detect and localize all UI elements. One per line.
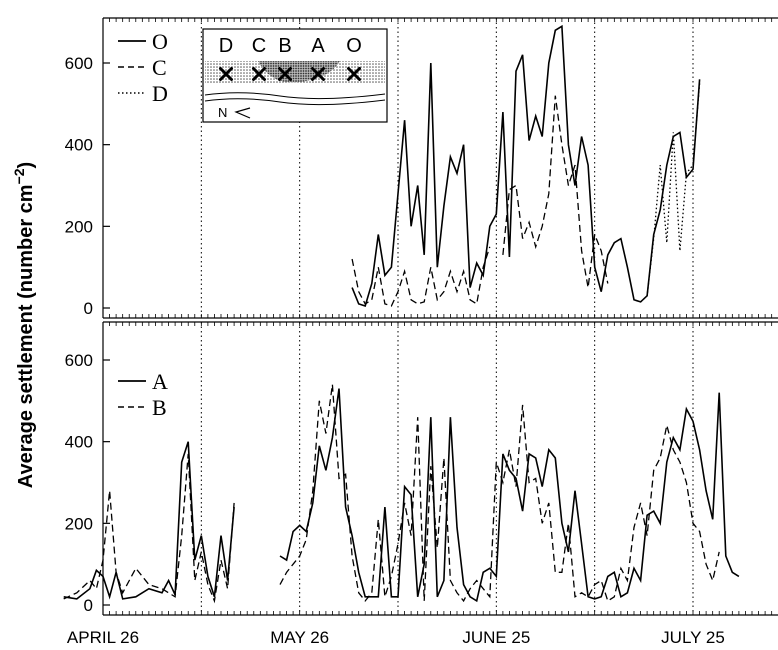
inset-station-markers [219, 67, 361, 81]
series-O-line [351, 24, 701, 308]
panel-bottom-y-tick-label: 400 [65, 433, 93, 452]
inset-shoreline-2 [204, 98, 386, 106]
panel-top-y-tick-label: 400 [65, 136, 93, 155]
panel-bottom-y-tick-label: 0 [84, 596, 93, 615]
inset-station-label-A: A [311, 35, 325, 57]
panel-top-y-tick-label: 0 [84, 299, 93, 318]
inset-station-marker-A [311, 67, 325, 81]
panel-bottom-y-tick-label: 600 [65, 351, 93, 370]
panel-bottom-y-tick-label: 200 [65, 514, 93, 533]
legend-label-D: D [152, 81, 168, 106]
y-axis-label-sup: −2 [11, 168, 27, 184]
inset-station-label-B: B [278, 35, 291, 57]
y-axis-label-text: Average settlement (number cm [15, 184, 37, 488]
series-C-line [502, 95, 609, 288]
inset-station-label-D: D [219, 35, 233, 57]
series-A-line [279, 388, 740, 603]
series-D-line [640, 83, 701, 303]
x-tick-label: JULY 25 [661, 628, 725, 647]
x-tick-label: APRIL 26 [67, 628, 139, 647]
y-axis-label-close: ) [15, 162, 37, 169]
inset-station-label-C: C [252, 35, 266, 57]
x-tick-label: JUNE 25 [462, 628, 530, 647]
panel-bottom: 0 200 400 600 AB [63, 321, 778, 616]
inset-shoreline-1 [204, 92, 386, 100]
inset-station-marker-D [219, 67, 233, 81]
inset-station-marker-C [252, 67, 266, 81]
inset-station-label-O: O [346, 35, 362, 57]
x-tick-label: MAY 26 [270, 628, 329, 647]
panel-top-y-tick-label: 200 [65, 217, 93, 236]
legend-label-A: A [152, 369, 168, 394]
legend-label-O: O [152, 29, 168, 54]
series-C-line [351, 246, 491, 307]
panel-top-y-tick-label: 600 [65, 54, 93, 73]
inset-north-label: N [218, 105, 227, 120]
inset-station-marker-B [278, 67, 292, 81]
series-B-line [63, 453, 235, 604]
series-B-line [279, 384, 720, 603]
y-axis-label: Average settlement (number cm−2) [11, 162, 37, 488]
inset-station-marker-O [347, 67, 361, 81]
legend-label-C: C [152, 55, 167, 80]
legend-label-B: B [152, 395, 167, 420]
north-arrow-icon [234, 107, 251, 119]
